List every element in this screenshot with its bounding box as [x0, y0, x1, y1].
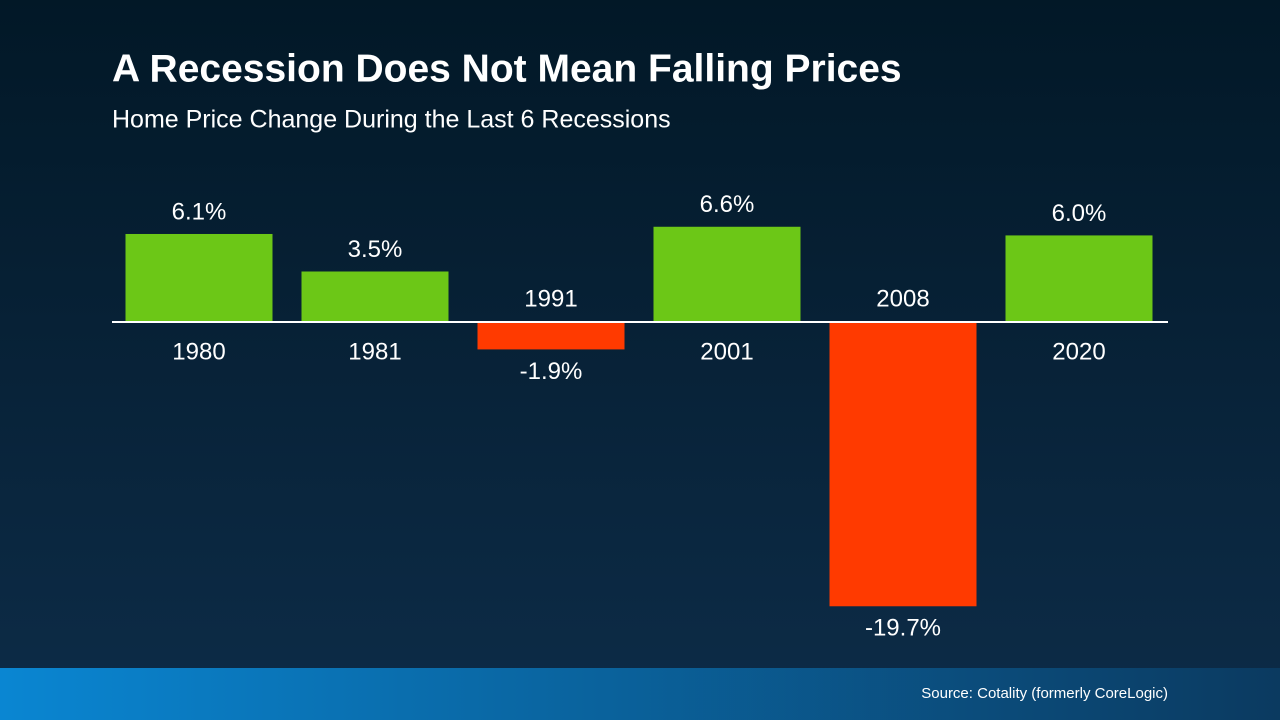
- data-label: 6.6%: [700, 191, 755, 218]
- data-label: -19.7%: [865, 615, 941, 642]
- source-note: Source: Cotality (formerly CoreLogic): [921, 685, 1168, 702]
- x-tick-label: 1981: [348, 338, 401, 365]
- data-label: -1.9%: [520, 358, 583, 385]
- x-tick-label: 1980: [172, 338, 225, 365]
- x-tick-label: 2020: [1052, 338, 1105, 365]
- bar: [1005, 235, 1153, 322]
- chart-subtitle: Home Price Change During the Last 6 Rece…: [112, 106, 671, 134]
- bar: [477, 322, 625, 350]
- bar: [653, 226, 801, 322]
- x-tick-label: 2001: [700, 338, 753, 365]
- x-tick-label: 2008: [876, 285, 929, 312]
- data-label: 3.5%: [348, 236, 403, 263]
- plot-area: 6.1% 1980 3.5% 1981 -1.9% 1991 6.6% 2001 -19.7% 2…: [112, 191, 1168, 642]
- data-label: 6.1%: [172, 198, 227, 225]
- chart-title: A Recession Does Not Mean Falling Prices: [112, 47, 902, 90]
- bar: [829, 322, 977, 607]
- bar: [301, 271, 449, 322]
- data-label: 6.0%: [1052, 200, 1107, 227]
- bar: [125, 233, 273, 322]
- footer-band: [0, 668, 1280, 720]
- x-tick-label: 1991: [524, 285, 577, 312]
